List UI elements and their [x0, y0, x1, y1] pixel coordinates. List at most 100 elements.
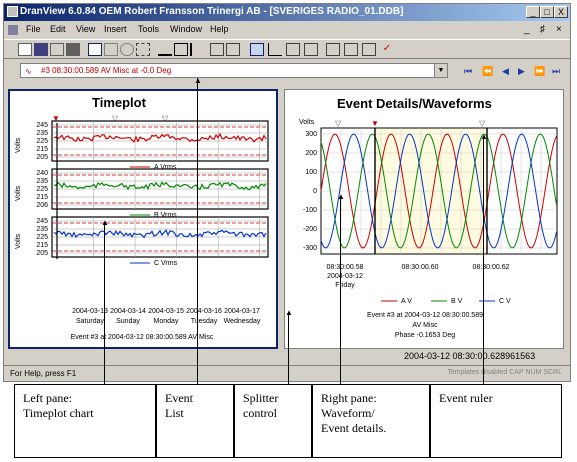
waveform-tick-label: -200 [303, 226, 317, 233]
waveform-x-tick-label: 08:30:00.60 [402, 264, 439, 271]
status-help-text: For Help, press F1 [10, 369, 77, 378]
timeplot-y-label: Volts [15, 137, 22, 153]
callout-right-pane: Right pane: Waveform/ Event details. [312, 384, 430, 458]
timeplot-series-b [53, 181, 267, 191]
callout-text: Left pane: [23, 391, 72, 405]
menu-insert[interactable]: Insert [104, 24, 127, 34]
close-button[interactable]: X [554, 6, 568, 18]
timeplot-x-day-label: Monday [154, 318, 179, 325]
fit-icon[interactable] [136, 43, 150, 56]
timeplot-tick-label: 205 [36, 250, 48, 257]
copy-icon[interactable] [50, 43, 64, 56]
menu-bar: File Edit View Insert Tools Window Help … [4, 22, 570, 38]
menu-help[interactable]: Help [210, 24, 229, 34]
arrow-up-icon: ▲ [194, 76, 202, 85]
histogram-icon[interactable] [190, 43, 204, 56]
zoom-icon[interactable] [120, 43, 134, 56]
print-icon[interactable] [66, 43, 80, 56]
waveform-x-tick-label: 08:30:00.58 [327, 264, 364, 271]
mdi-restore-button[interactable]: ♯ [540, 24, 545, 35]
leader-line-event-ruler [483, 136, 484, 384]
window-cascade-icon[interactable] [344, 43, 358, 56]
toolbar: ✓ [4, 39, 570, 59]
timeplot-title: Timeplot [92, 95, 146, 110]
event-marker-icon: ▽ [335, 119, 342, 128]
timeplot-tick-label: 240 [36, 170, 48, 177]
callout-left-pane: Left pane: Timeplot chart [14, 384, 156, 458]
timeplot-x-day-label: Saturday [76, 318, 105, 325]
waveform-series-a [320, 133, 557, 249]
window-arrange-icon[interactable] [362, 43, 376, 56]
menu-edit[interactable]: Edit [50, 24, 66, 34]
timeplot-series-c [53, 229, 267, 239]
mdi-close-button[interactable]: × [556, 24, 562, 35]
layout-two-icon[interactable] [268, 43, 282, 56]
timeplot-legend-label: A Vrms [154, 164, 177, 171]
bar-chart-icon[interactable] [158, 43, 172, 56]
timeplot-caption: Event #3 at 2004-03-12 08:30:00.589 AV M… [71, 334, 214, 341]
last-event-button[interactable]: ⏭ [552, 66, 561, 76]
prev-event-button[interactable]: ◀ [502, 66, 509, 76]
timeplot-x-date-label: 2004-03-16 [186, 308, 222, 315]
layout-four-icon[interactable] [304, 43, 318, 56]
arrow-up-icon: ▲ [285, 308, 293, 317]
first-event-button[interactable]: ⏮ [464, 66, 473, 76]
timeplot-y-label: Volts [15, 185, 22, 201]
callout-event-ruler: Event ruler [430, 384, 562, 458]
leader-line-splitter [288, 312, 289, 384]
layout-three-icon[interactable] [286, 43, 300, 56]
app-icon [7, 6, 18, 17]
arrow-up-icon: ▲ [337, 192, 345, 201]
fft-icon[interactable] [210, 43, 224, 56]
timeplot-x-date-label: 2004-03-15 [148, 308, 184, 315]
window-tile-icon[interactable] [326, 43, 340, 56]
event-marker-icon: ▽ [162, 114, 169, 123]
timeplot-y-label: Volts [15, 233, 22, 249]
minimize-button[interactable]: _ [526, 6, 540, 18]
harmonics-icon[interactable] [226, 43, 240, 56]
help-context-icon[interactable]: ✓ [382, 43, 392, 54]
new-icon[interactable] [18, 43, 32, 56]
event-marker-icon: ▼ [371, 119, 379, 128]
event-wave-icon: ∿ [25, 67, 32, 76]
timeplot-x-date-label: 2004-03-17 [224, 308, 260, 315]
mdi-minimize-button[interactable]: _ [524, 24, 530, 35]
prev-page-button[interactable]: ⏪ [482, 66, 494, 76]
timeplot-tick-label: 215 [36, 242, 48, 249]
timeplot-legend-label: B Vrms [154, 212, 177, 219]
waveform-tick-label: 200 [305, 150, 317, 157]
cursor-datetime: 2004-03-12 08:30:00.628961563 [404, 351, 536, 361]
timeplot-tick-label: 225 [36, 138, 48, 145]
menu-view[interactable]: View [76, 24, 96, 34]
timeplot-x-day-label: Sunday [116, 318, 140, 325]
waveform-tick-label: 100 [305, 169, 317, 176]
table-icon[interactable] [174, 43, 188, 56]
layout-one-icon[interactable] [250, 43, 264, 56]
next-event-button[interactable]: ▶ [518, 66, 525, 76]
save-icon[interactable] [34, 43, 48, 56]
menu-window[interactable]: Window [170, 24, 203, 34]
pointer-icon[interactable] [88, 43, 102, 56]
waveform-series-c [320, 133, 557, 249]
waveform-title: Event Details/Waveforms [337, 96, 492, 111]
event-detail-line: Phase -0.1653 Deg [395, 332, 455, 339]
chevron-down-icon[interactable]: ▼ [434, 64, 447, 77]
next-page-button[interactable]: ⏩ [534, 66, 546, 76]
waveform-chart[interactable]: Volts 300 200 100 0 -100 -200 -300 ▽ ▼ ▽ 08:30:00.5… [285, 90, 563, 348]
menu-file[interactable]: File [26, 24, 41, 34]
event-list-bar: ∿ #3 08:30:00.589 AV Misc at -0.0 Deg ▼ … [4, 60, 570, 82]
splitter-control[interactable] [279, 89, 283, 349]
event-list-dropdown[interactable]: ∿ #3 08:30:00.589 AV Misc at -0.0 Deg ▼ [20, 63, 448, 78]
cursor-icon[interactable] [104, 43, 118, 56]
maximize-button[interactable]: □ [540, 6, 554, 18]
timeplot-x-date-label: 2004-03-14 [110, 308, 146, 315]
timeplot-pane[interactable]: Timeplot ▼ ▽ ▽ Volts 245 235 225 215 205 A Vrms Vo… [8, 89, 278, 349]
timeplot-tick-label: 235 [36, 226, 48, 233]
callout-text: Splitter [243, 391, 279, 405]
event-detail-line: AV Misc [412, 322, 438, 329]
callout-text: Right pane: [321, 391, 377, 405]
waveform-pane[interactable]: Event Details/Waveforms Volts 300 200 100 0 -… [284, 89, 564, 349]
menu-tools[interactable]: Tools [138, 24, 160, 34]
timeplot-tick-label: 215 [36, 146, 48, 153]
